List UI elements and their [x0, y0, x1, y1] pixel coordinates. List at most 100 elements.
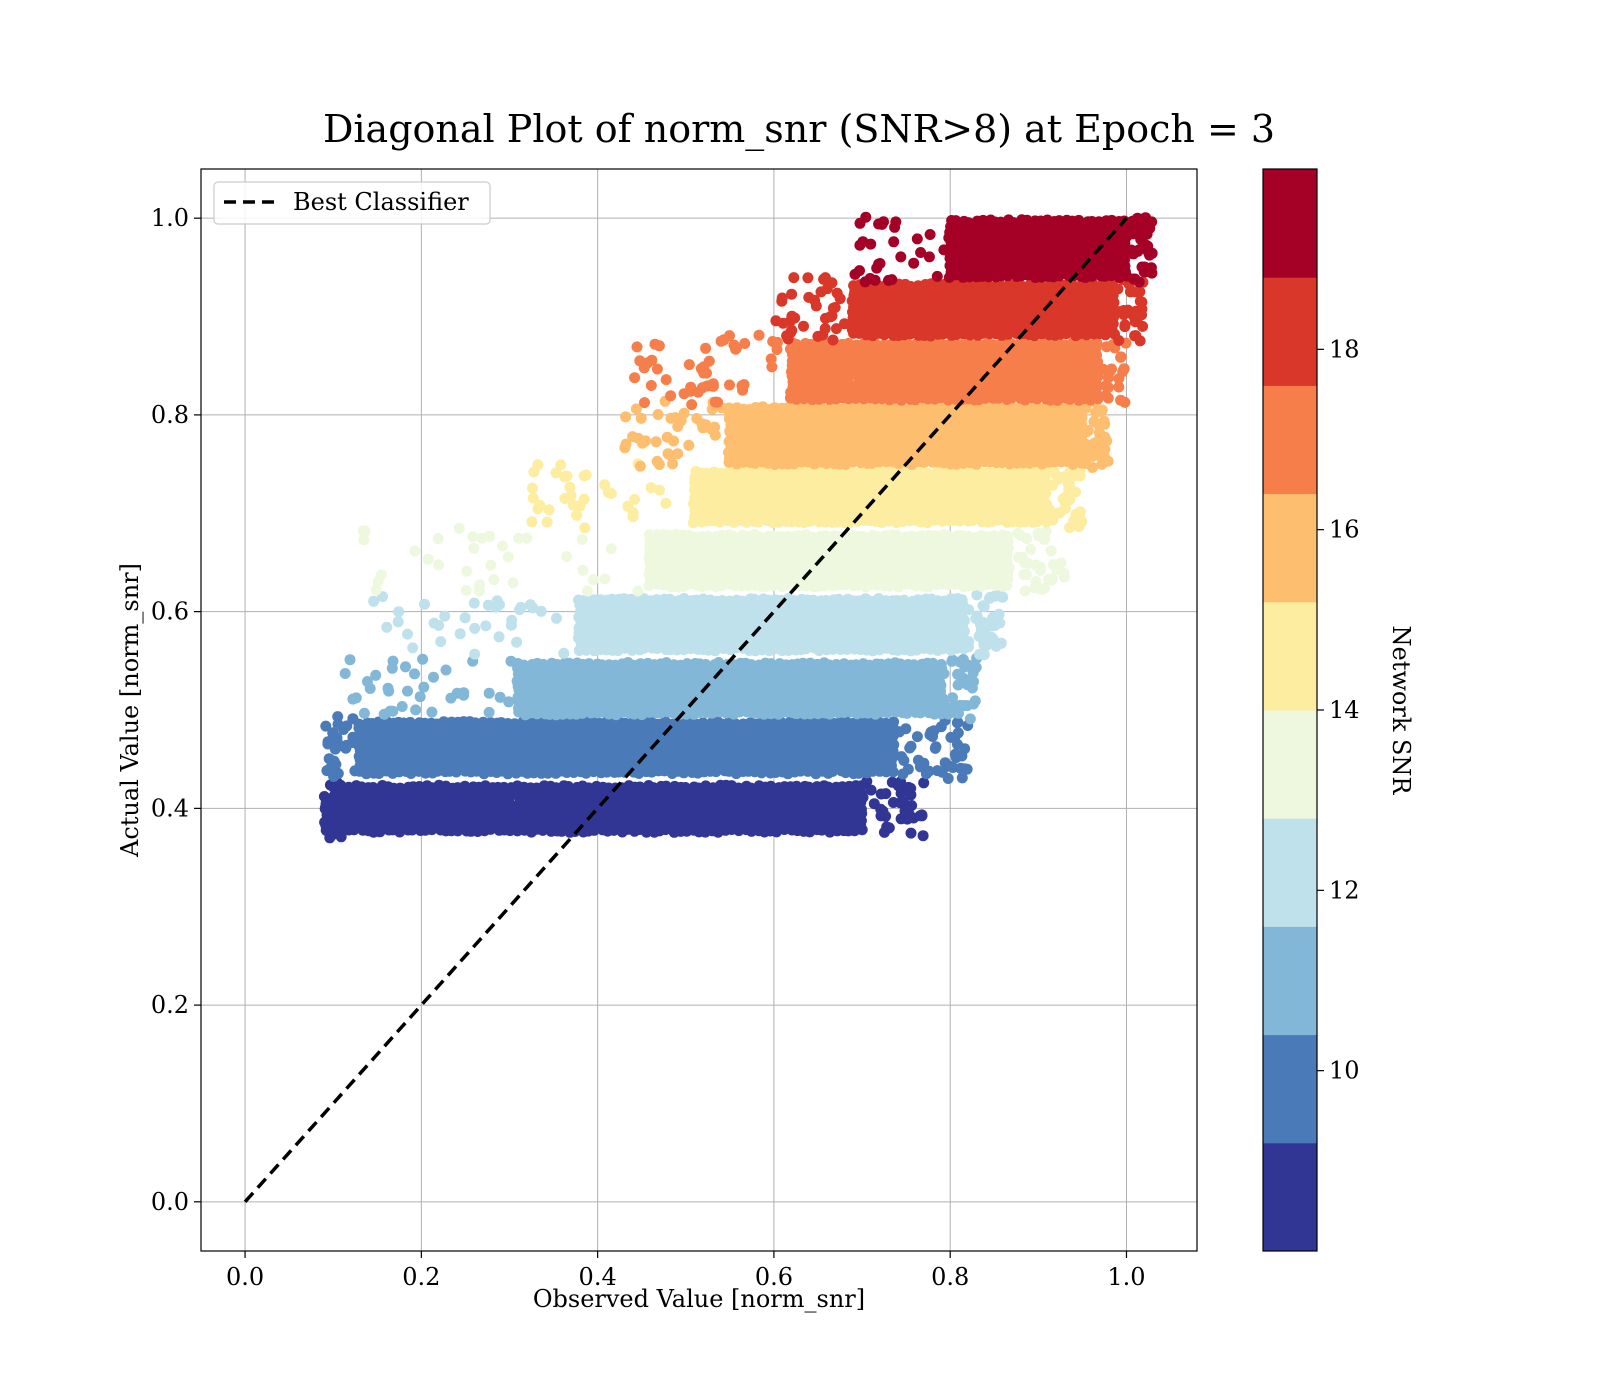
data-point	[856, 824, 868, 836]
data-point-outlier	[400, 661, 411, 673]
data-point-outlier	[483, 706, 495, 718]
data-point	[450, 766, 462, 778]
data-point-outlier	[543, 504, 555, 516]
data-point	[804, 708, 816, 720]
data-point-outlier	[1045, 545, 1057, 557]
data-point-outlier	[527, 482, 538, 494]
data-point-outlier	[417, 653, 429, 665]
data-point-outlier	[402, 685, 413, 697]
data-point-outlier	[911, 731, 923, 743]
data-point	[914, 707, 926, 719]
data-point-outlier	[322, 738, 334, 750]
data-point-outlier	[515, 601, 527, 613]
data-point-outlier	[938, 702, 950, 714]
data-point-outlier	[963, 636, 975, 648]
data-point-outlier	[903, 781, 914, 793]
data-point-outlier	[645, 482, 657, 494]
data-point-outlier	[454, 628, 466, 640]
data-point-outlier	[1022, 558, 1034, 569]
data-point-outlier	[956, 772, 968, 784]
data-point-outlier	[961, 675, 973, 687]
data-point-outlier	[513, 532, 524, 544]
data-point-outlier	[632, 585, 644, 597]
data-point-outlier	[381, 621, 393, 633]
data-point-outlier	[576, 533, 588, 545]
data-point-outlier	[880, 788, 892, 800]
data-point-outlier	[511, 636, 523, 648]
data-point	[452, 825, 464, 837]
data-point-outlier	[359, 525, 371, 537]
data-point-outlier	[497, 540, 508, 552]
data-point-outlier	[428, 617, 440, 629]
data-point-outlier	[912, 754, 924, 766]
data-point	[348, 824, 360, 836]
data-point-outlier	[375, 569, 387, 581]
data-point-outlier	[482, 599, 494, 611]
data-point-outlier	[432, 533, 444, 545]
data-point-outlier	[1063, 484, 1075, 496]
data-point-outlier	[1025, 543, 1037, 555]
data-point-outlier	[502, 551, 514, 563]
data-point-outlier	[541, 516, 553, 528]
data-point-outlier	[474, 579, 486, 591]
data-point-outlier	[947, 692, 958, 704]
data-point-outlier	[384, 705, 396, 717]
data-point-outlier	[459, 612, 471, 624]
data-point	[426, 824, 438, 836]
data-point-outlier	[507, 577, 519, 589]
data-point-outlier	[1012, 527, 1024, 539]
data-point-outlier	[332, 737, 344, 749]
data-point-outlier	[386, 662, 398, 674]
data-point-outlier	[949, 707, 961, 719]
data-point-outlier	[561, 551, 573, 562]
data-point-outlier	[483, 530, 495, 542]
data-point-outlier	[947, 762, 959, 773]
data-point	[406, 824, 418, 836]
data-point-outlier	[364, 683, 376, 694]
data-point-outlier	[505, 619, 517, 631]
data-point-outlier	[435, 636, 447, 648]
data-point	[485, 823, 497, 835]
data-point-outlier	[895, 787, 907, 799]
data-point-outlier	[410, 704, 422, 716]
data-point-outlier	[931, 765, 943, 777]
data-point-outlier	[995, 637, 1007, 649]
snr-band-5	[357, 522, 1070, 597]
data-point	[502, 768, 514, 780]
data-point-outlier	[368, 595, 380, 607]
data-point	[576, 707, 588, 719]
data-point	[374, 826, 386, 838]
data-point-outlier	[1047, 559, 1059, 571]
data-point-outlier	[880, 810, 892, 822]
data-point-outlier	[1047, 479, 1059, 491]
data-point	[710, 766, 722, 778]
data-point-outlier	[349, 765, 361, 777]
data-point-outlier	[488, 574, 500, 586]
data-point-outlier	[634, 460, 646, 472]
data-point-outlier	[320, 720, 332, 732]
data-point-outlier	[347, 737, 359, 748]
data-point	[678, 767, 690, 779]
data-point-outlier	[905, 827, 917, 839]
data-point-outlier	[573, 632, 584, 644]
data-point-outlier	[468, 542, 480, 554]
data-point-outlier	[503, 696, 515, 708]
data-point-outlier	[461, 565, 473, 577]
data-point	[840, 767, 852, 779]
data-point-outlier	[433, 559, 444, 571]
data-point-outlier	[1046, 574, 1057, 586]
data-point-outlier	[323, 753, 335, 765]
data-point	[588, 824, 600, 836]
data-point-outlier	[917, 830, 929, 842]
data-point-outlier	[1019, 585, 1031, 597]
data-point-outlier	[916, 809, 928, 821]
data-point	[531, 708, 543, 720]
data-point	[824, 708, 836, 720]
data-point-outlier	[971, 610, 983, 622]
data-point	[887, 766, 899, 778]
data-point-outlier	[997, 591, 1009, 603]
chart-title: Diagonal Plot of norm_snr (SNR>8) at Epo…	[323, 107, 1275, 152]
data-point-outlier	[1074, 506, 1086, 518]
data-point-outlier	[324, 779, 336, 791]
data-point-outlier	[339, 668, 351, 679]
